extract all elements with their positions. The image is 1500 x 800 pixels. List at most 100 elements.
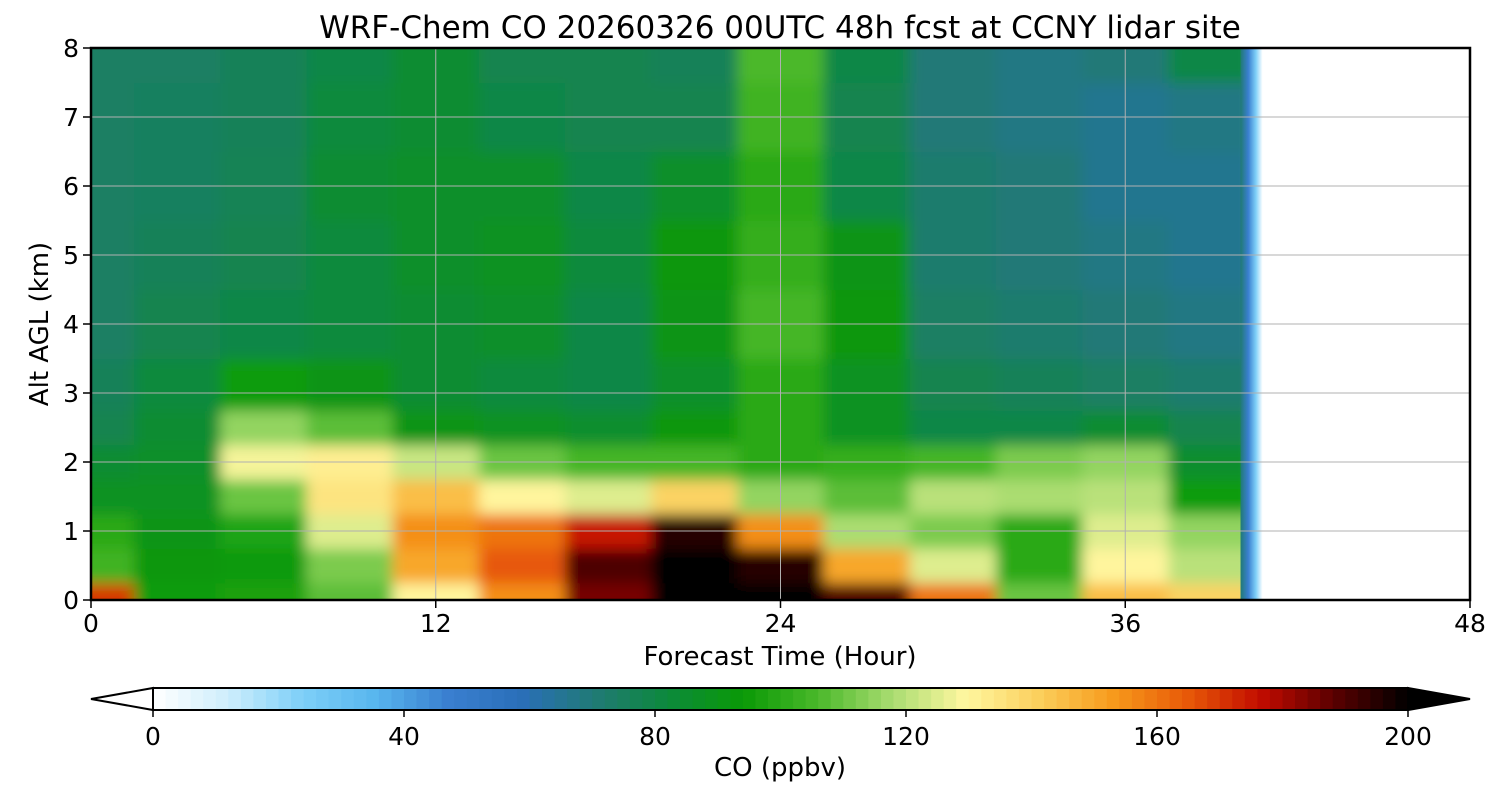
heatmap-cell xyxy=(995,548,1083,584)
heatmap-cell xyxy=(565,479,652,515)
colorbar-segment xyxy=(454,688,468,710)
colorbar-segment xyxy=(504,688,518,710)
colorbar-label: CO (ppbv) xyxy=(714,753,846,783)
y-tick-label: 2 xyxy=(63,448,79,477)
colorbar-segment xyxy=(993,688,1007,710)
x-tick-label: 36 xyxy=(1109,609,1141,638)
colorbar-segment xyxy=(755,688,769,710)
colorbar-extend-min xyxy=(90,686,154,712)
heatmap-cell xyxy=(909,479,997,515)
colorbar-segment xyxy=(629,688,643,710)
colorbar-segment xyxy=(1269,688,1283,710)
heatmap-cell xyxy=(306,479,394,515)
heatmap-cell xyxy=(134,548,221,584)
colorbar-extend-max xyxy=(1407,686,1471,712)
colorbar-segment xyxy=(190,688,204,710)
colorbar-segment xyxy=(1031,688,1045,710)
heatmap-cell xyxy=(134,48,221,84)
colorbar-segment xyxy=(542,688,556,710)
heatmap-cell xyxy=(134,479,221,515)
colorbar-segment xyxy=(805,688,819,710)
colorbar-segment xyxy=(1119,688,1133,710)
heatmap-cell xyxy=(565,358,652,411)
colorbar-segment xyxy=(215,688,229,710)
heatmap-cell xyxy=(909,358,997,411)
colorbar-segment xyxy=(1244,688,1258,710)
colorbar-segment xyxy=(579,688,593,710)
heatmap-cell xyxy=(823,548,911,584)
colorbar-segment xyxy=(378,688,392,710)
plot-area xyxy=(89,46,1472,602)
heatmap-cell xyxy=(220,410,308,446)
y-tick-label: 8 xyxy=(63,34,79,63)
colorbar-segment xyxy=(353,688,367,710)
heatmap-cell xyxy=(995,48,1083,84)
colorbar-segment xyxy=(906,688,920,710)
colorbar-tick-label: 120 xyxy=(882,722,930,751)
heatmap-cell xyxy=(995,410,1083,446)
colorbar-segment xyxy=(830,688,844,710)
x-tick-label: 48 xyxy=(1454,609,1486,638)
colorbar-segment xyxy=(265,688,279,710)
colorbar-segment xyxy=(341,688,355,710)
heatmap-cell xyxy=(909,48,997,84)
colorbar-segment xyxy=(1370,688,1384,710)
heatmap-cell xyxy=(995,479,1083,515)
colorbar-segment xyxy=(1131,688,1145,710)
colorbar-segment xyxy=(617,688,631,710)
colorbar: 0 40 80 120 160 200 CO (ppbv) xyxy=(90,686,1471,783)
colorbar-segment xyxy=(1332,688,1346,710)
colorbar-segment xyxy=(328,688,342,710)
heatmap-cell xyxy=(306,548,394,584)
colorbar-segment xyxy=(1018,688,1032,710)
colorbar-segment xyxy=(529,688,543,710)
heatmap-cell xyxy=(306,582,394,600)
colorbar-segment xyxy=(404,688,418,710)
colorbar-segment xyxy=(780,688,794,710)
colorbar-segment xyxy=(1006,688,1020,710)
colorbar-segment xyxy=(592,688,606,710)
heatmap-cell xyxy=(306,358,394,411)
colorbar-segment xyxy=(479,688,493,710)
heatmap-cell xyxy=(651,358,739,411)
heatmap-cell xyxy=(1168,582,1256,600)
heatmap-cell xyxy=(478,479,566,515)
colorbar-segment xyxy=(1295,688,1309,710)
x-tick-label: 24 xyxy=(765,609,797,638)
colorbar-segment xyxy=(981,688,995,710)
heatmap-cell xyxy=(91,479,135,515)
colorbar-segment xyxy=(642,688,656,710)
colorbar-segment xyxy=(918,688,932,710)
colorbar-segment xyxy=(228,688,242,710)
y-axis-label: Alt AGL (km) xyxy=(25,242,55,406)
colorbar-segment xyxy=(667,688,681,710)
grid-lines xyxy=(91,48,1470,600)
colorbar-segment xyxy=(680,688,694,710)
heatmap-cell xyxy=(565,582,652,600)
colorbar-segment xyxy=(1144,688,1158,710)
colorbar-segment xyxy=(931,688,945,710)
colorbar-segment xyxy=(1207,688,1221,710)
colorbar-segment xyxy=(855,688,869,710)
heatmap-cell xyxy=(220,582,308,600)
colorbar-segment xyxy=(1094,688,1108,710)
heatmap-cell xyxy=(306,410,394,446)
y-tick-label: 7 xyxy=(63,103,79,132)
colorbar-segment xyxy=(717,688,731,710)
heatmap-cell xyxy=(91,410,135,446)
colorbar-segment xyxy=(604,688,618,710)
y-axis: 0 1 2 3 4 5 6 7 8 xyxy=(63,34,91,615)
colorbar-segment xyxy=(316,688,330,710)
colorbar-segment xyxy=(893,688,907,710)
colorbar-segment xyxy=(1069,688,1083,710)
x-tick-label: 0 xyxy=(83,609,99,638)
colorbar-segment xyxy=(516,688,530,710)
colorbar-segment xyxy=(705,688,719,710)
colorbar-segment xyxy=(554,688,568,710)
heatmap-cell xyxy=(909,582,997,600)
colorbar-frame xyxy=(152,687,1409,711)
heatmap-cell xyxy=(220,479,308,515)
colorbar-segment xyxy=(1320,688,1334,710)
colorbar-segment xyxy=(767,688,781,710)
heatmap-cell xyxy=(823,48,911,84)
